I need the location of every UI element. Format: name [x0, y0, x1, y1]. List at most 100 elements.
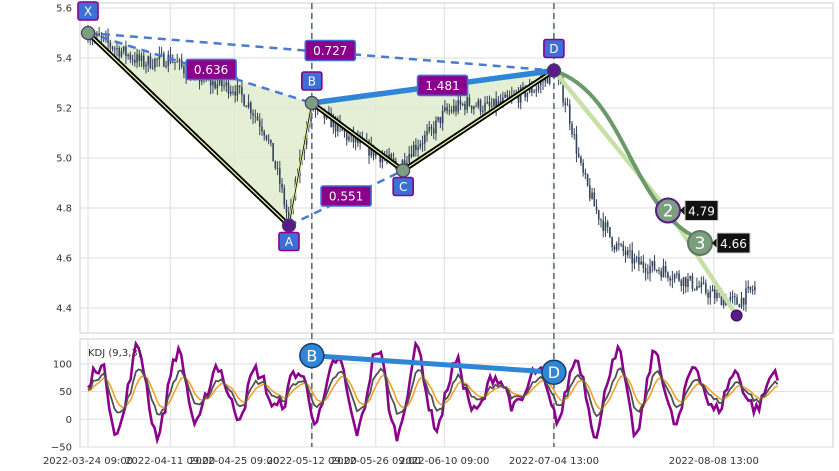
candle-body [564, 102, 567, 106]
pattern-point-label: B [308, 75, 316, 89]
candle-body [506, 94, 509, 97]
pattern-point-label-box [392, 176, 414, 197]
candle-body [136, 54, 138, 63]
candle-body [484, 103, 486, 111]
candle-body [279, 168, 281, 184]
pattern-point-label: A [285, 235, 294, 249]
candle-body [577, 153, 580, 157]
pattern-point-label: X [84, 5, 92, 19]
candle-body [479, 100, 482, 112]
candle-body [562, 82, 564, 103]
candle-body [477, 100, 480, 107]
candle-body [236, 85, 239, 96]
candle-body [176, 61, 179, 63]
kdj-divergence-line [309, 353, 557, 375]
kdj-y-tick-label: 0 [66, 415, 72, 426]
candle-body [655, 269, 658, 271]
kdj-y-tick-label: 50 [59, 387, 72, 398]
candle-body [504, 94, 506, 98]
ratio-label-box [304, 39, 357, 62]
candle-body [539, 81, 542, 86]
candle-body [709, 291, 712, 298]
candle-body [212, 81, 214, 86]
candle-body [348, 136, 350, 141]
candle-body [571, 123, 573, 135]
candle-body [749, 286, 752, 290]
pattern-fill-xab [88, 33, 312, 226]
candle-body [531, 86, 533, 93]
candle-body [548, 69, 551, 84]
candle-body [415, 144, 417, 150]
candle-body [149, 56, 152, 68]
candle-body [450, 110, 453, 112]
projection-value-box [716, 232, 751, 254]
candle-body [448, 110, 451, 112]
candle-body [667, 272, 669, 278]
candle-body [270, 139, 272, 143]
candle-body [660, 271, 663, 278]
candle-body [247, 102, 250, 108]
candle-body [241, 87, 243, 95]
candle-body [698, 286, 700, 288]
candle-body [680, 280, 683, 286]
candle-body [232, 91, 234, 93]
pattern-point-marker [80, 25, 96, 41]
candle-body [435, 120, 437, 134]
candle-body [265, 135, 268, 140]
pattern-point-marker [304, 95, 319, 111]
candle-body [334, 118, 337, 132]
kdj-divergence: BD [299, 342, 567, 385]
candle-body [649, 266, 651, 274]
projection-overlay: 2 4.79 3 4.66 [551, 68, 751, 322]
candle-body [245, 105, 248, 108]
candle-body [470, 105, 473, 110]
candle-body [689, 276, 692, 279]
candle-body [285, 204, 288, 213]
candle-body [234, 91, 237, 96]
candle-body [533, 91, 535, 93]
candle-body [517, 94, 520, 103]
candle-body [644, 268, 647, 273]
candle-body [604, 222, 607, 231]
candle-body [502, 97, 504, 103]
candle-body [626, 250, 629, 256]
candle-body [423, 135, 426, 144]
candle-body [613, 246, 616, 250]
candle-body [225, 82, 228, 86]
candle-body [537, 85, 540, 90]
candle-body [664, 265, 667, 273]
candle-body [678, 273, 680, 281]
candle-body [426, 131, 428, 136]
candle-body [368, 141, 370, 156]
candle-body [651, 261, 654, 267]
ratio-label: 0.727 [313, 44, 347, 58]
candle-body [591, 192, 593, 199]
candle-body [437, 116, 439, 121]
main-y-tick-label: 4.8 [56, 204, 72, 215]
candle-body [731, 296, 734, 298]
candle-body [140, 55, 143, 61]
candle-body [457, 100, 460, 112]
candle-body [635, 257, 638, 259]
candle-body [129, 54, 132, 60]
candle-body [597, 210, 600, 220]
pattern-point-label-box [543, 38, 565, 59]
x-tick-label: 2022-05-26 09:00 [331, 456, 421, 467]
candle-body [658, 269, 660, 272]
candle-body [716, 292, 718, 299]
candle-body [214, 81, 216, 89]
candle-body [417, 147, 419, 150]
pattern-point-marker [396, 163, 411, 178]
main-y-tick-label: 4.4 [56, 304, 72, 315]
candle-body [566, 104, 569, 106]
candle-body [218, 78, 221, 85]
target-point [730, 309, 743, 322]
projection-number: 2 [663, 202, 674, 222]
candle-body [267, 139, 270, 141]
candle-body [600, 219, 602, 221]
candle-body [593, 192, 596, 207]
candle-body [276, 167, 279, 169]
candle-body [314, 109, 317, 111]
kdj-lines [87, 340, 779, 445]
